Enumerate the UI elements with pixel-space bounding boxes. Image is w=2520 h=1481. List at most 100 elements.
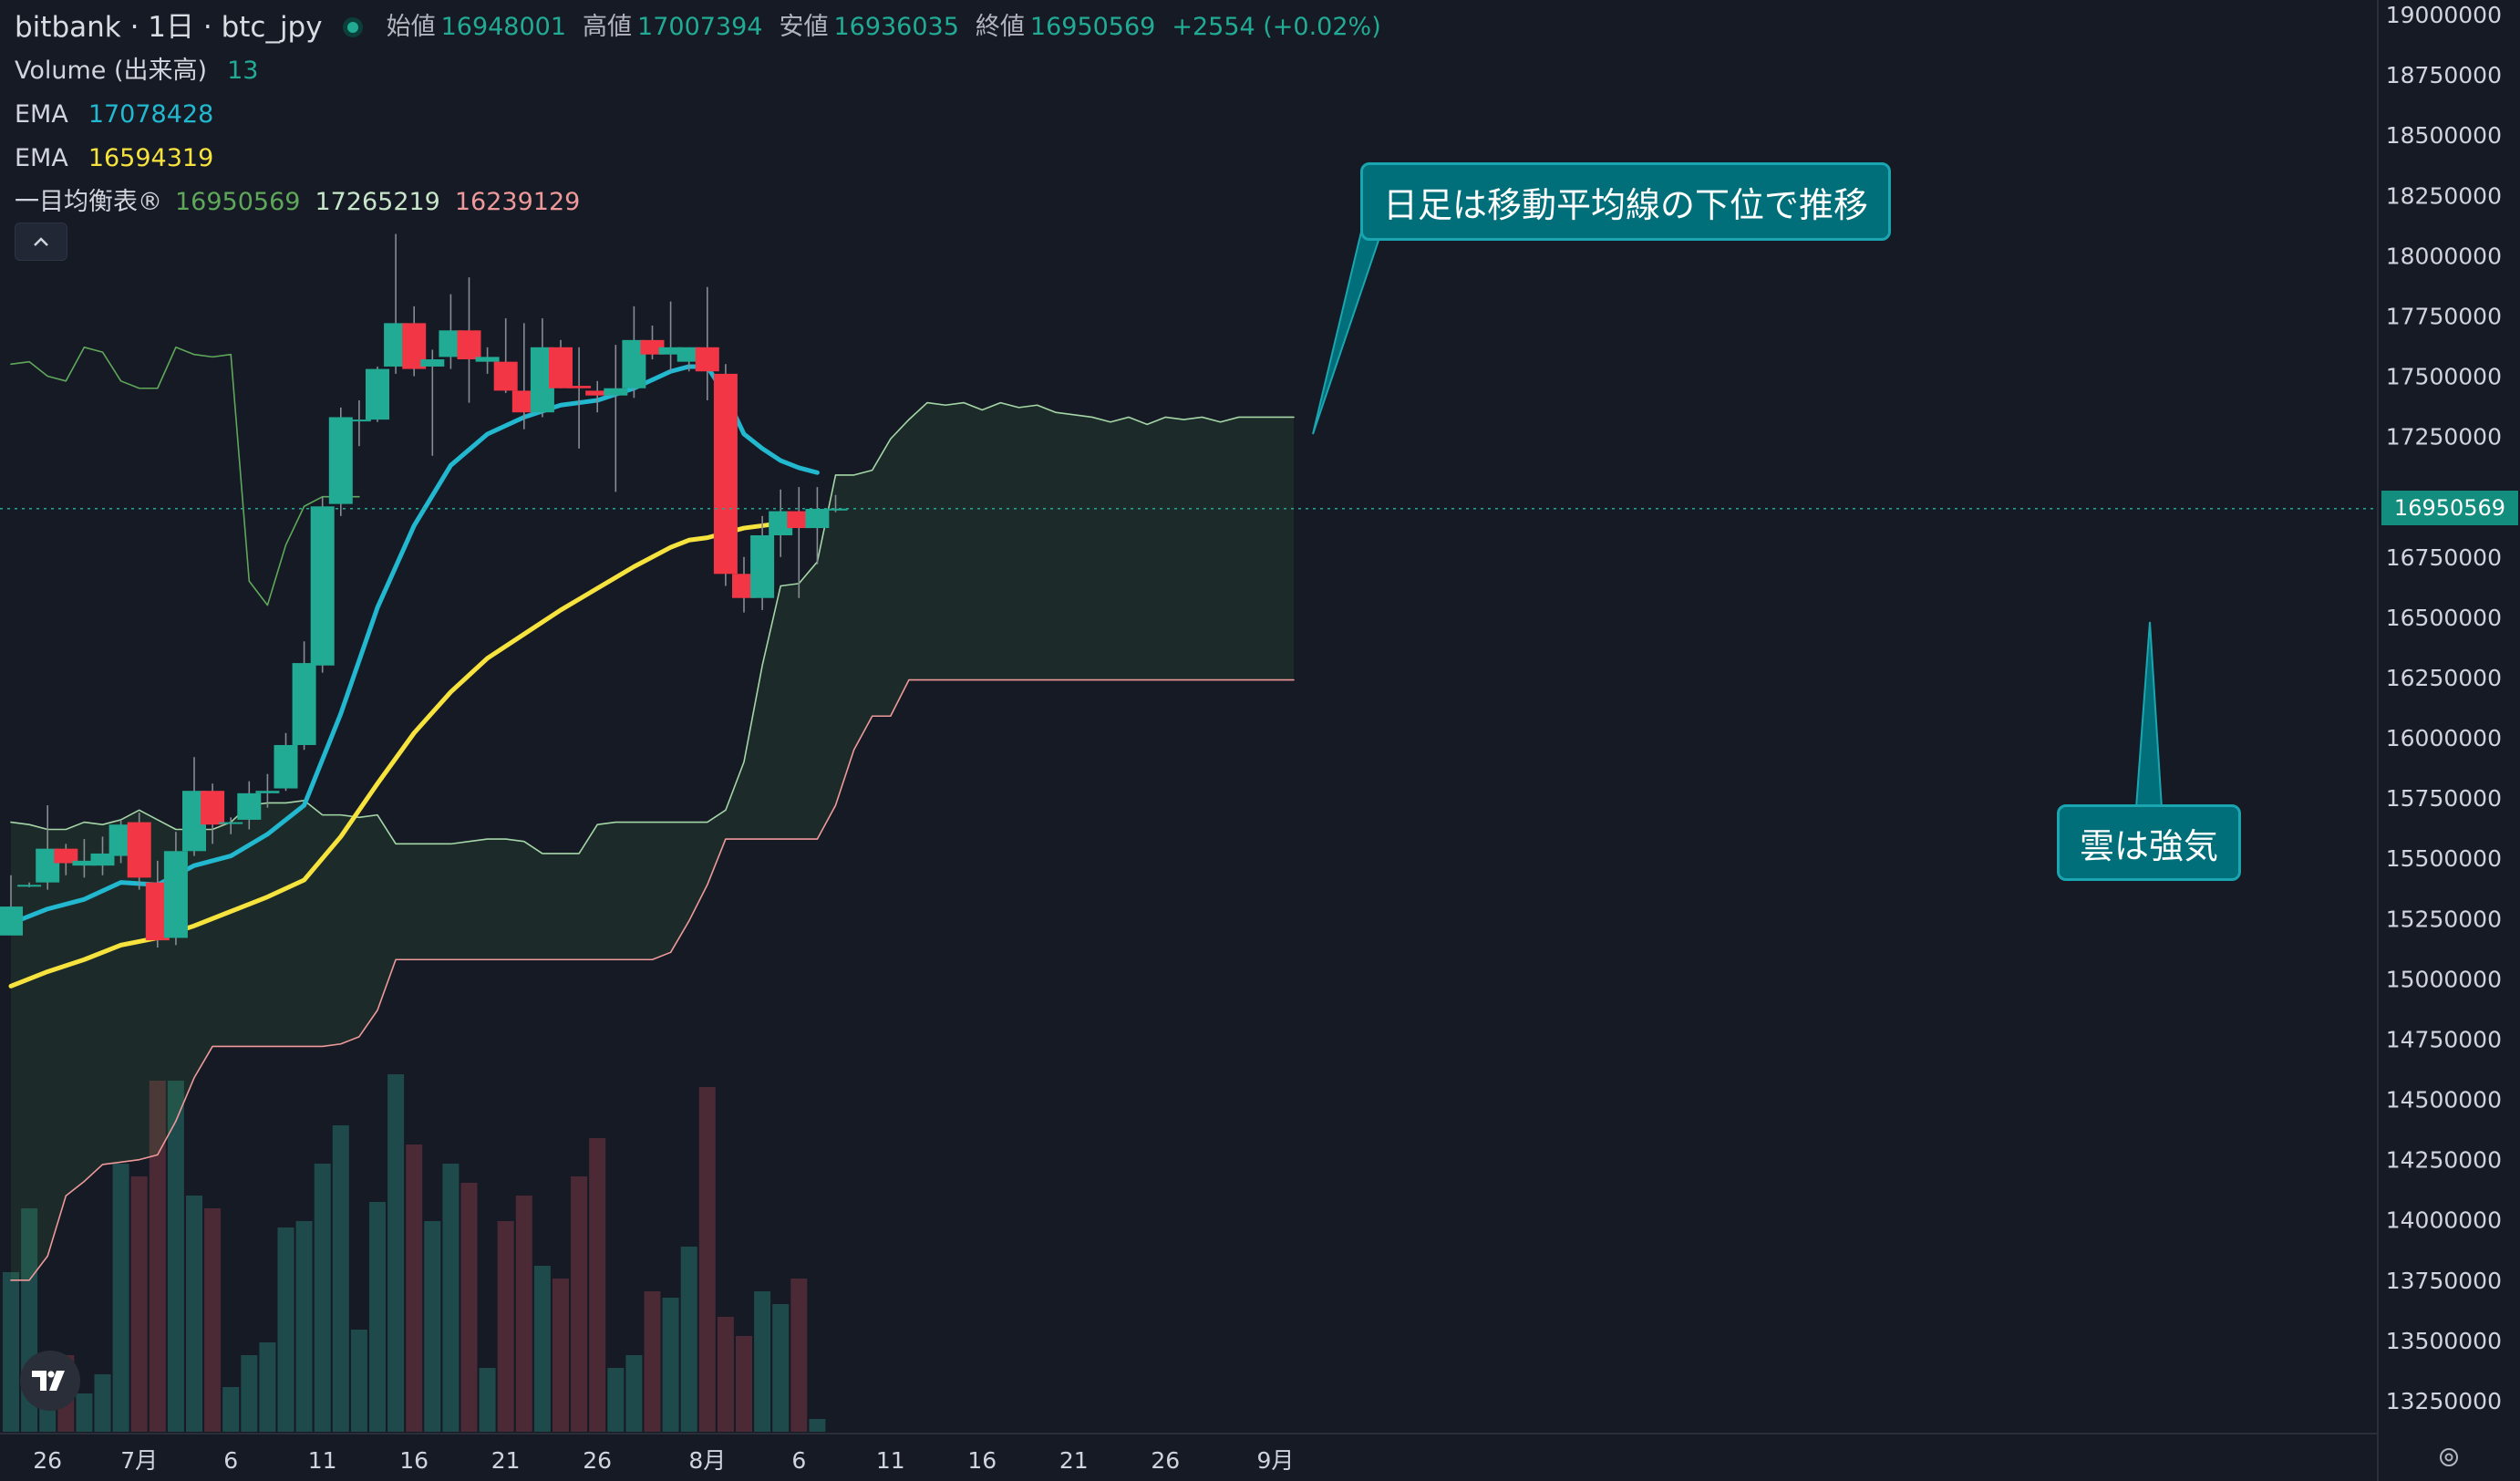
candle[interactable] — [457, 277, 481, 403]
candle[interactable] — [640, 326, 665, 360]
candle-body — [328, 417, 353, 504]
ichimoku-span-b-line[interactable] — [10, 678, 1295, 1281]
axis-settings-icon[interactable] — [2436, 1445, 2462, 1470]
candle[interactable] — [17, 882, 42, 887]
cloud-segment — [285, 800, 305, 1047]
candle[interactable] — [310, 496, 335, 673]
time-tick-label: 7月 — [120, 1447, 158, 1474]
candle[interactable] — [346, 399, 371, 447]
symbol-title[interactable]: bitbank · 1日 · btc_jpy — [15, 11, 323, 44]
candle[interactable] — [511, 323, 536, 430]
candle[interactable] — [90, 836, 115, 875]
cloud-segment — [1110, 417, 1130, 680]
ichimoku-span-a-line[interactable] — [10, 401, 1295, 854]
candle[interactable] — [475, 347, 500, 374]
candle[interactable] — [604, 345, 628, 492]
candle[interactable] — [676, 347, 701, 372]
candle-body — [658, 347, 683, 355]
candle-body — [237, 792, 262, 820]
candle[interactable] — [127, 812, 151, 890]
candle[interactable] — [255, 773, 280, 808]
candle-body — [805, 508, 830, 529]
candle[interactable] — [366, 366, 389, 422]
candle-body — [310, 506, 335, 666]
volume-bar — [424, 1221, 441, 1432]
candle[interactable] — [805, 487, 830, 564]
cloud-segment — [231, 805, 250, 1047]
cloud-segment — [670, 822, 689, 953]
volume-bar — [442, 1164, 460, 1432]
cloud-segment — [1055, 412, 1074, 680]
candle[interactable] — [201, 783, 225, 844]
volume-bar — [76, 1393, 93, 1432]
candle[interactable] — [787, 487, 811, 598]
legend-ema-fast[interactable]: EMA 17078428 — [15, 93, 1398, 137]
time-axis[interactable]: 26 7月 6 11 16 21 26 8月 6 11 16 21 26 9月 — [33, 1447, 1294, 1474]
price-tick-label: 18750000 — [2386, 62, 2502, 88]
candle-body — [585, 390, 610, 396]
legend-ema-slow[interactable]: EMA 16594319 — [15, 137, 1398, 181]
candle[interactable] — [328, 407, 353, 516]
cloud-segment — [1202, 417, 1221, 680]
candle[interactable] — [54, 844, 78, 875]
candle[interactable] — [292, 641, 316, 751]
candle[interactable] — [274, 732, 298, 792]
chevron-up-icon — [34, 237, 48, 246]
cloud-segment — [450, 841, 470, 960]
candle[interactable] — [72, 839, 97, 878]
candle[interactable] — [0, 875, 23, 936]
cloud-segment — [1018, 405, 1038, 680]
time-tick-label: 6 — [791, 1447, 806, 1474]
cloud-segment — [945, 402, 965, 680]
legend-volume[interactable]: Volume (出来高) 13 — [15, 49, 1398, 93]
cloud-segment — [358, 814, 377, 1037]
cloud-segment — [762, 585, 781, 840]
candle-body — [274, 744, 298, 789]
price-axis[interactable]: 13250000 13500000 13750000 14000000 14250000… — [2386, 2, 2502, 1414]
low-label: 安値 — [779, 13, 829, 41]
cloud-segment — [927, 402, 946, 680]
ichimoku-conversion-line[interactable] — [10, 346, 360, 606]
price-tick-label: 15000000 — [2386, 966, 2502, 992]
candle[interactable] — [420, 349, 445, 456]
candle[interactable] — [237, 781, 262, 830]
price-tick-label: 17250000 — [2386, 424, 2502, 451]
candle[interactable] — [567, 347, 592, 449]
candle-body — [567, 386, 592, 388]
cloud-segment — [1183, 417, 1203, 680]
candle-body — [366, 368, 389, 420]
time-tick-label: 16 — [399, 1447, 429, 1474]
price-tick-label: 13750000 — [2386, 1268, 2502, 1294]
collapse-legend-button[interactable] — [15, 223, 67, 261]
price-tick-label: 17500000 — [2386, 364, 2502, 390]
candle[interactable] — [549, 339, 573, 388]
candle[interactable] — [658, 301, 683, 372]
candle[interactable] — [585, 380, 610, 413]
volume-bar — [222, 1387, 240, 1432]
volume-bar — [680, 1247, 697, 1432]
cloud-segment — [1091, 417, 1110, 680]
candle[interactable] — [219, 817, 243, 834]
volume-bar — [479, 1368, 496, 1432]
candle[interactable] — [695, 286, 719, 400]
tradingview-logo[interactable] — [20, 1351, 80, 1411]
cloud-segment — [66, 822, 85, 1196]
callout-cloud-note[interactable]: 雲は強気 — [2057, 804, 2242, 881]
volume-bar — [553, 1279, 569, 1432]
callout-cloud-pointer — [2134, 621, 2164, 809]
candle-body — [17, 885, 42, 887]
callout-ema-note[interactable]: 日足は移動平均線の下位で推移 — [1360, 162, 1892, 241]
candle[interactable] — [750, 515, 775, 610]
cloud-segment — [29, 824, 48, 1280]
cloud-segment — [634, 822, 653, 960]
volume-bar — [662, 1298, 679, 1432]
market-status-icon — [342, 17, 363, 37]
legend-ichimoku[interactable]: 一目均衡表® 16950569 17265219 16239129 — [15, 181, 1398, 224]
candle[interactable] — [713, 364, 738, 586]
candle[interactable] — [493, 318, 518, 394]
candle[interactable] — [823, 494, 848, 513]
candle[interactable] — [163, 832, 188, 946]
price-tick-label: 14000000 — [2386, 1207, 2502, 1234]
